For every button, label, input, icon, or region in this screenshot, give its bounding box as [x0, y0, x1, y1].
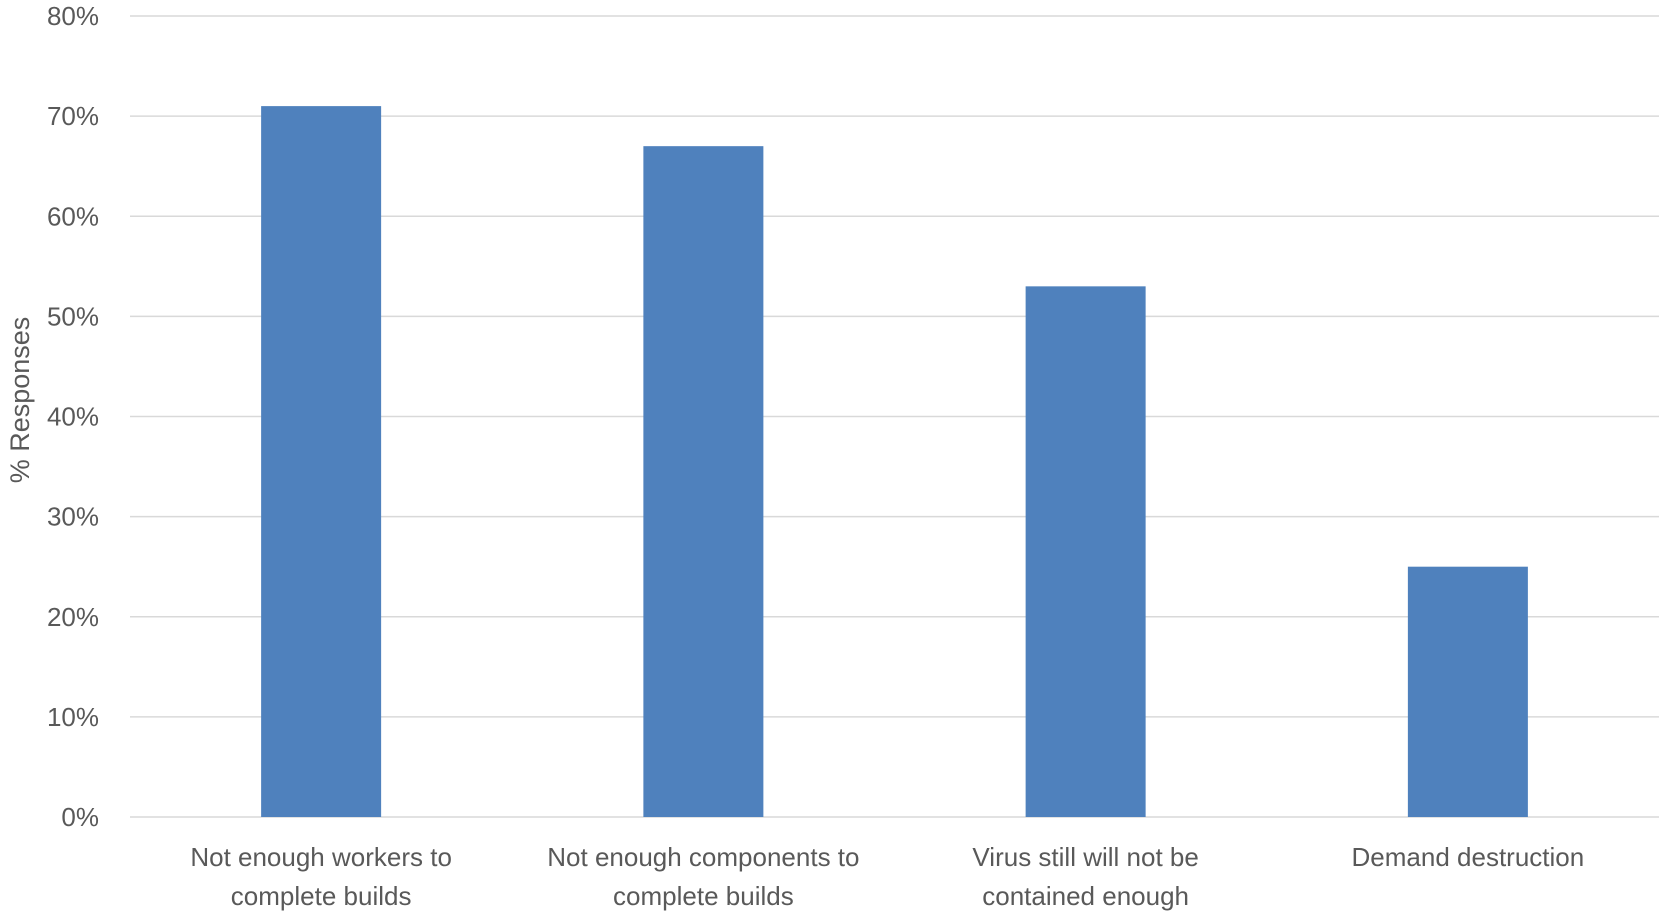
y-tick-label: 10%: [47, 702, 99, 732]
y-tick-label: 50%: [47, 301, 99, 331]
x-tick-label-line: Not enough components to: [547, 842, 859, 872]
bar: [643, 146, 764, 818]
y-tick-label: 0%: [61, 802, 99, 832]
x-tick-label-line: complete builds: [613, 881, 794, 911]
y-tick-label: 30%: [47, 502, 99, 532]
x-tick-label-line: Not enough workers to: [190, 842, 452, 872]
bar: [261, 106, 382, 818]
x-tick-label-line: Virus still will not be: [972, 842, 1198, 872]
y-tick-label: 70%: [47, 101, 99, 131]
y-axis-ticks: 0% 10% 20% 30% 40% 50% 60% 70% 80%: [47, 1, 99, 832]
y-tick-label: 20%: [47, 602, 99, 632]
x-tick-label: Virus still will not be contained enough: [972, 842, 1198, 911]
x-tick-label: Demand destruction: [1352, 842, 1585, 872]
y-axis-label: % Responses: [5, 317, 35, 484]
x-tick-label-line: contained enough: [982, 881, 1189, 911]
x-tick-label: Not enough workers to complete builds: [190, 842, 452, 911]
bar: [1407, 566, 1528, 817]
x-tick-label: Not enough components to complete builds: [547, 842, 859, 911]
y-tick-label: 80%: [47, 1, 99, 31]
y-tick-label: 60%: [47, 201, 99, 231]
bar: [1025, 286, 1146, 817]
gridlines: [130, 15, 1659, 818]
x-tick-label-line: complete builds: [231, 881, 412, 911]
x-tick-label-line: Demand destruction: [1352, 842, 1585, 872]
x-axis-labels: Not enough workers to complete buildsNot …: [190, 842, 1584, 911]
bars: [261, 106, 1528, 818]
y-tick-label: 40%: [47, 402, 99, 432]
